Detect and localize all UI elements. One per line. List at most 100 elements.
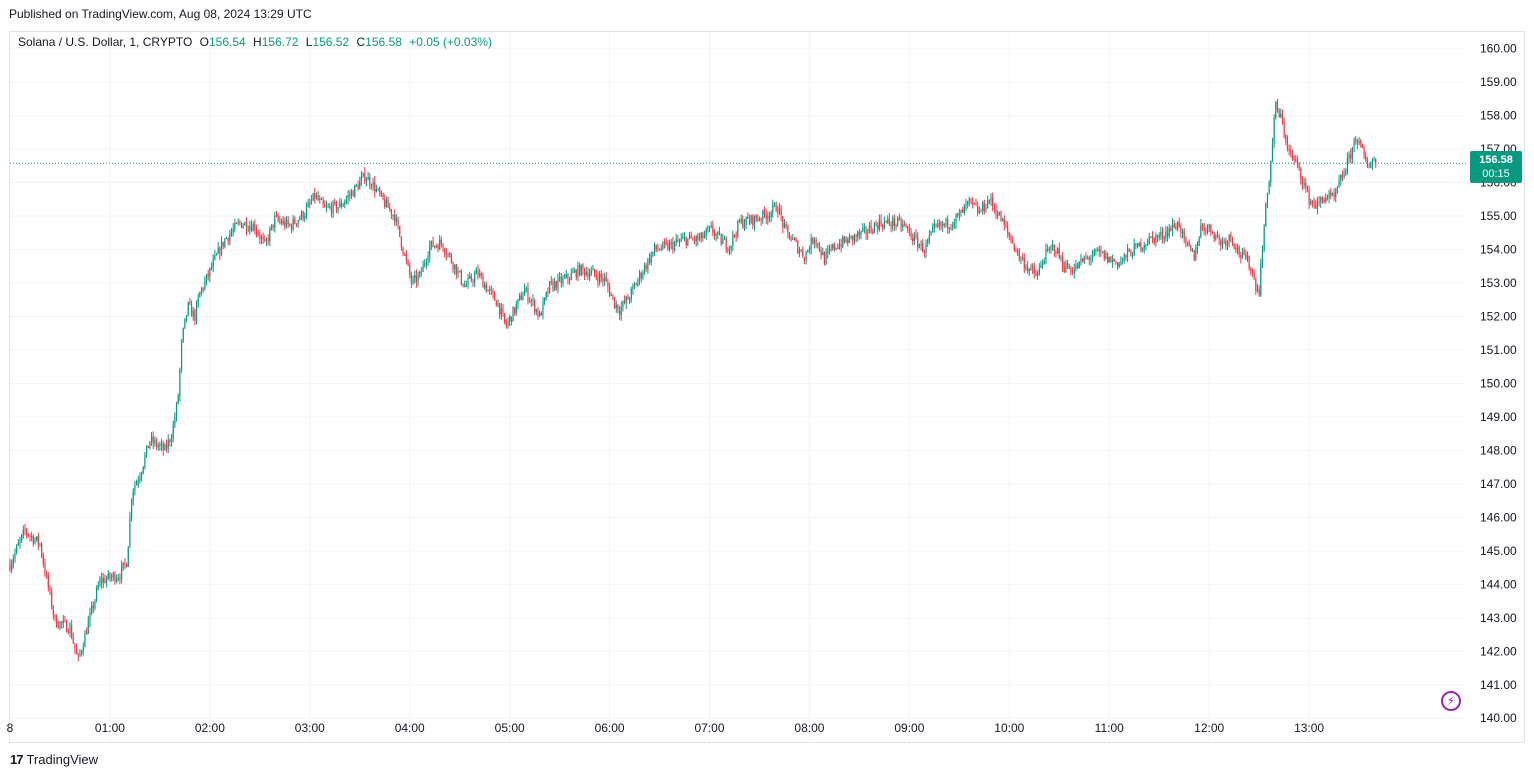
candle-body [1068,268,1070,270]
candle-body [36,536,38,540]
candle-body [102,578,104,583]
y-tick-label: 147.00 [1480,477,1517,491]
candle-body [51,590,53,608]
candle-body [863,227,866,229]
candle-body [782,216,784,228]
candle-body [1125,254,1127,258]
candle-body [1151,236,1154,238]
candle-body [122,562,124,567]
candle-body [1233,243,1235,248]
candle-body [61,621,63,624]
chart-frame[interactable] [9,31,1525,743]
candle-body [1308,189,1310,205]
candle-body [264,239,266,241]
candle-body [965,204,967,206]
x-tick-label: 02:00 [195,721,225,735]
candle-body [252,224,254,232]
candle-body [1371,160,1373,165]
candle-body [1062,256,1064,267]
candle-body [943,223,945,225]
candle-body [595,274,597,278]
symbol-name[interactable]: Solana / U.S. Dollar, 1, CRYPTO [18,35,193,49]
candle-body [808,250,811,252]
candle-body [883,221,885,228]
candle-body [317,195,319,201]
candle-body [697,235,699,241]
candle-body [1133,244,1135,256]
candle-body [480,273,482,277]
candle-body [422,264,424,273]
candle-body [1226,241,1229,246]
candle-body [382,193,384,200]
candle-body [504,313,506,323]
candle-body [270,224,273,230]
candle-body [540,312,542,316]
candle-body [152,436,154,444]
candle-body [632,286,634,289]
candle-body [1088,257,1090,260]
candle-body [712,225,714,233]
candle-body [1215,235,1217,240]
candle-body [645,265,647,269]
candle-body [289,224,291,226]
candle-body [1318,201,1320,203]
candle-body [294,218,296,224]
candle-body [460,271,462,284]
candle-body [444,249,446,254]
candle-body [1275,102,1277,118]
candle-body [590,270,592,274]
candle-body [26,529,28,534]
candle-body [787,226,789,233]
candle-body [1150,236,1152,238]
candle-body [602,277,604,281]
candle-body [1178,221,1180,227]
candle-body [424,263,426,265]
candle-body [1288,149,1290,151]
candle-body [280,221,283,224]
candle-body [603,277,606,281]
candle-body [937,225,939,227]
y-tick-label: 141.00 [1480,678,1517,692]
candle-body [593,269,596,275]
lightning-icon[interactable]: ⚡ [1441,691,1461,711]
candle-body [182,328,184,342]
candle-body [71,625,73,638]
candle-body [195,303,198,321]
candle-body [585,272,587,276]
candle-body [290,225,293,230]
candle-body [144,455,146,467]
candle-body [354,185,356,197]
candle-body [858,232,861,236]
candle-body [925,242,927,253]
candle-body [1281,113,1284,123]
tradingview-brand[interactable]: 17 TradingView [10,752,98,767]
candle-body [212,259,214,268]
candle-body [797,241,799,253]
candle-body [1053,245,1055,252]
candle-body [642,273,644,278]
candle-body [542,301,544,316]
candle-body [997,215,999,217]
candle-body [367,176,369,181]
candle-body [1268,182,1270,193]
candle-body [738,220,741,222]
candle-body [907,226,909,229]
candle-body [425,261,427,264]
candle-body [948,227,950,229]
candle-body [855,234,857,238]
candle-body [392,214,394,216]
candle-body [330,206,333,214]
candle-body [274,215,276,228]
candle-body [815,239,817,244]
candle-body [998,211,1000,216]
candle-body [77,654,79,656]
candle-body [812,237,814,244]
candle-body [650,254,652,263]
candle-body [1248,255,1250,269]
candle-body [960,209,962,214]
candle-body [82,646,84,652]
candle-body [395,218,398,222]
candle-body [1121,258,1124,262]
candle-body [968,198,970,202]
